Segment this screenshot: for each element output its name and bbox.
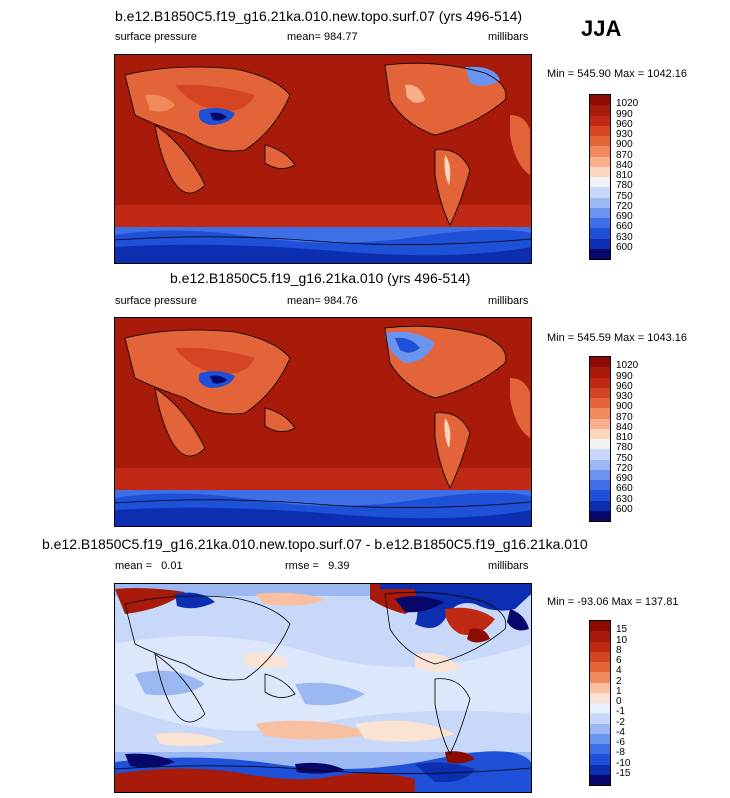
colorbar-tick-label: 15 — [616, 624, 628, 636]
season-label: JJA — [581, 16, 622, 41]
colorbar-tick-label: 6 — [616, 655, 622, 666]
colorbar-tick-label: -4 — [616, 726, 625, 738]
colorbar-tick-label: 990 — [616, 370, 633, 382]
panel1-map-field — [115, 55, 531, 263]
colorbar-tick-label: 930 — [616, 129, 633, 140]
panel1-title: b.e12.B1850C5.f19_g16.21ka.010.new.topo.… — [115, 8, 523, 24]
panel3-map — [114, 583, 532, 793]
panel1-units: millibars — [488, 31, 529, 43]
colorbar-tick-label: 990 — [616, 108, 633, 120]
panel2-title: b.e12.B1850C5.f19_g16.21ka.010 (yrs 496-… — [170, 270, 471, 286]
colorbar-tick-label: 960 — [616, 380, 633, 392]
colorbar-tick-label: 840 — [616, 159, 633, 171]
colorbar-tick-label: 660 — [616, 483, 633, 495]
colorbar-tick-label: 660 — [616, 221, 633, 233]
colorbar-tick-label: 690 — [616, 473, 633, 484]
colorbar-tick-label: 810 — [616, 170, 633, 181]
panel1-map — [114, 54, 532, 264]
colorbar-tick-label: -2 — [616, 716, 625, 728]
colorbar-tick-label: 0 — [616, 696, 622, 707]
panel2-map — [114, 317, 532, 527]
colorbar-tick-label: 750 — [616, 190, 633, 202]
colorbar-tick-label: 2 — [616, 675, 622, 687]
panel1-variable: surface pressure — [115, 31, 197, 43]
panel1-colorbar — [589, 94, 611, 260]
colorbar-tick-label: -15 — [616, 767, 631, 779]
panel3-colorbar — [589, 620, 611, 786]
panel2-minmax: Min = 545.59 Max = 1043.16 — [547, 332, 688, 344]
panel2-map-field — [115, 318, 531, 526]
colorbar-tick-label: -1 — [616, 706, 625, 718]
colorbar-tick-label: 780 — [616, 180, 633, 192]
colorbar-tick-label: 720 — [616, 200, 633, 212]
colorbar-tick-label: -10 — [616, 757, 631, 769]
colorbar-tick-label: 720 — [616, 462, 633, 474]
panel2-colorbar — [589, 356, 611, 522]
panel3-mean: mean = 0.01 — [115, 560, 183, 572]
colorbar-tick-label: 750 — [616, 452, 633, 464]
panel3-rmse: rmse = 9.39 — [285, 560, 350, 572]
panel3-title: b.e12.B1850C5.f19_g16.21ka.010.new.topo.… — [42, 536, 588, 552]
colorbar-tick-label: 900 — [616, 139, 633, 151]
colorbar-tick-label: 840 — [616, 421, 633, 433]
panel1-mean: mean= 984.77 — [287, 31, 358, 43]
colorbar-tick-label: -8 — [616, 747, 625, 759]
colorbar-tick-label: 930 — [616, 391, 633, 402]
colorbar-tick-label: 600 — [616, 503, 633, 515]
colorbar-tick-label: 900 — [616, 401, 633, 413]
colorbar-tick-label: 4 — [616, 665, 622, 677]
colorbar-tick-label: 10 — [616, 634, 628, 646]
colorbar-tick-label: 1 — [616, 685, 622, 697]
panel2-units: millibars — [488, 295, 529, 307]
colorbar-tick-label: 780 — [616, 442, 633, 454]
colorbar-tick-label: 870 — [616, 149, 633, 161]
panel3-minmax: Min = -93.06 Max = 137.81 — [547, 596, 679, 608]
panel3-map-field — [115, 584, 531, 792]
colorbar-tick-label: 600 — [616, 241, 633, 253]
colorbar-tick-label: 810 — [616, 432, 633, 443]
colorbar-tick-label: 690 — [616, 211, 633, 222]
colorbar-tick-label: 1020 — [616, 360, 639, 372]
panel1-minmax: Min = 545.90 Max = 1042.16 — [547, 68, 688, 80]
panel2-mean: mean= 984.76 — [287, 295, 358, 307]
colorbar-tick-label: 630 — [616, 493, 633, 505]
panel3-units: millibars — [488, 560, 529, 572]
colorbar-tick-label: 1020 — [616, 98, 639, 110]
colorbar-tick-label: 870 — [616, 411, 633, 423]
colorbar-tick-label: -6 — [616, 737, 625, 748]
colorbar-tick-label: 630 — [616, 231, 633, 243]
panel2-variable: surface pressure — [115, 295, 197, 307]
colorbar-tick-label: 960 — [616, 118, 633, 130]
colorbar-tick-label: 8 — [616, 644, 622, 656]
